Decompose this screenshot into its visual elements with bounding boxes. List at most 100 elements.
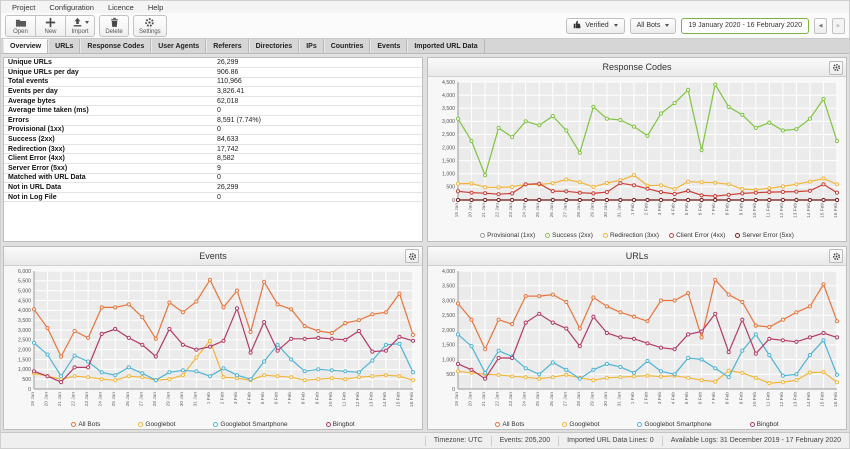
legend-item-success-2xx-[interactable]: Success (2xx) [545, 232, 593, 239]
delete-button[interactable]: Delete [99, 14, 129, 37]
table-row[interactable]: Server Error (5xx) 9 [4, 163, 422, 174]
status-item-0: Timezone: UTC [424, 435, 491, 446]
svg-text:1 Feb: 1 Feb [206, 391, 212, 404]
chevron-down-icon [613, 24, 618, 27]
table-row[interactable]: Matched with URL Data 0 [4, 173, 422, 184]
legend-item-redirection-3xx-[interactable]: Redirection (3xx) [602, 232, 659, 239]
legend-item-googlebot-smartphone[interactable]: Googlebot Smartphone [637, 421, 712, 428]
tab-directories[interactable]: Directories [248, 39, 300, 53]
legend-marker-icon [669, 233, 675, 238]
svg-text:31 Jan: 31 Jan [616, 391, 622, 406]
tab-imported-url-data[interactable]: Imported URL Data [407, 39, 485, 53]
legend-item-googlebot[interactable]: Googlebot [562, 421, 599, 428]
legend-item-all-bots[interactable]: All Bots [495, 421, 524, 428]
svg-text:14 Feb: 14 Feb [382, 391, 388, 406]
svg-text:27 Jan: 27 Jan [562, 391, 568, 406]
events-legend: All Bots Googlebot Googlebot Smartphone Bin… [4, 416, 422, 430]
import-button-label: Import [71, 28, 89, 35]
menu-item-configuration[interactable]: Configuration [49, 2, 94, 12]
table-row[interactable]: Success (2xx) 84,633 [4, 134, 422, 145]
table-row[interactable]: Unique URLs 26,299 [4, 58, 422, 69]
svg-text:22 Jan: 22 Jan [495, 391, 501, 406]
legend-item-server-error-5xx-[interactable]: Server Error (5xx) [735, 232, 794, 239]
tab-events[interactable]: Events [370, 39, 408, 53]
table-row[interactable]: Not in URL Data 26,299 [4, 182, 422, 193]
table-row[interactable]: Redirection (3xx) 17,742 [4, 144, 422, 155]
tab-user-agents[interactable]: User Agents [151, 39, 207, 53]
tab-urls[interactable]: URLs [48, 39, 81, 53]
legend-label: All Bots [78, 420, 101, 428]
table-row[interactable]: Errors 8,591 (7.74%) [4, 115, 422, 126]
svg-text:8 Feb: 8 Feb [725, 203, 731, 216]
svg-text:1,500: 1,500 [442, 342, 455, 348]
date-next-button[interactable]: ▶ [832, 17, 845, 34]
legend-item-all-bots[interactable]: All Bots [71, 421, 100, 428]
svg-text:12 Feb: 12 Feb [779, 203, 785, 218]
legend-item-provisional-1xx-[interactable]: Provisional (1xx) [480, 232, 535, 239]
svg-text:25 Jan: 25 Jan [535, 203, 541, 218]
stat-value: 3,826.41 [213, 86, 422, 97]
settings-button-label: Settings [139, 28, 161, 35]
stat-label: Events per day [4, 86, 213, 97]
tab-overview[interactable]: Overview [3, 39, 49, 53]
svg-text:1 Feb: 1 Feb [630, 203, 636, 216]
legend-item-googlebot[interactable]: Googlebot [138, 421, 175, 428]
chart-settings-button[interactable] [829, 60, 843, 75]
svg-text:21 Jan: 21 Jan [481, 203, 487, 218]
table-row[interactable]: Unique URLs per day 906.86 [4, 67, 422, 78]
legend-item-googlebot-smartphone[interactable]: Googlebot Smartphone [213, 421, 288, 428]
table-row[interactable]: Provisional (1xx) 0 [4, 125, 422, 136]
delete-button-label: Delete [105, 28, 123, 35]
tab-ips[interactable]: IPs [299, 39, 324, 53]
open-button[interactable]: Open [5, 14, 35, 37]
svg-text:2,500: 2,500 [442, 132, 455, 138]
svg-text:5 Feb: 5 Feb [260, 391, 266, 404]
menu-item-help[interactable]: Help [147, 2, 164, 12]
table-row[interactable]: Average bytes 62,018 [4, 96, 422, 107]
bots-filter-dropdown[interactable]: All Bots [629, 17, 677, 34]
svg-text:5 Feb: 5 Feb [684, 203, 690, 216]
stat-label: Not in URL Data [4, 182, 213, 193]
legend-marker-icon [749, 421, 755, 427]
svg-text:3,000: 3,000 [18, 327, 31, 333]
svg-text:19 Jan: 19 Jan [30, 391, 36, 406]
chart-settings-button[interactable] [829, 249, 843, 263]
menu-item-project[interactable]: Project [12, 2, 36, 12]
new-button[interactable]: New [35, 14, 65, 37]
svg-text:7 Feb: 7 Feb [287, 391, 293, 404]
date-range-select[interactable]: 19 January 2020 - 16 February 2020 [681, 17, 809, 34]
table-row[interactable]: Total events 110,966 [4, 77, 422, 88]
legend-item-bingbot[interactable]: Bingbot [749, 421, 779, 428]
table-row[interactable]: Average time taken (ms) 0 [4, 105, 422, 117]
menu-item-licence[interactable]: Licence [107, 2, 134, 12]
svg-text:0: 0 [28, 386, 31, 392]
table-row[interactable]: Client Error (4xx) 8,582 [4, 153, 422, 165]
urls-panel: URLs 0 500 1,000 1,500 2,000 2,500 3,000 3,500 4… [427, 245, 847, 430]
stat-label: Success (2xx) [4, 134, 213, 145]
bots-filter-label: All Bots [636, 22, 661, 29]
tab-referers[interactable]: Referers [206, 39, 249, 53]
date-prev-button[interactable]: ◀ [814, 17, 827, 34]
stat-label: Provisional (1xx) [4, 125, 213, 136]
table-row[interactable]: Events per day 3,826.41 [4, 86, 422, 97]
svg-text:15 Feb: 15 Feb [395, 391, 401, 406]
folder-open-icon [15, 17, 27, 28]
legend-item-bingbot[interactable]: Bingbot [325, 421, 355, 428]
arrow-left-icon: ◀ [818, 22, 823, 29]
import-button[interactable]: Import [65, 14, 95, 37]
tab-bar: Overview URLs Response Codes User Agents Ref… [1, 39, 849, 54]
stat-label: Average bytes [4, 96, 213, 107]
svg-text:30 Jan: 30 Jan [179, 391, 185, 406]
tab-response-codes[interactable]: Response Codes [80, 39, 152, 53]
chart-settings-button[interactable] [405, 249, 419, 263]
import-dropdown-caret[interactable] [84, 20, 89, 24]
stat-value: 0 [213, 173, 422, 184]
legend-marker-icon [562, 421, 568, 427]
stat-value: 9 [213, 163, 422, 174]
legend-item-client-error-4xx-[interactable]: Client Error (4xx) [669, 232, 725, 239]
svg-text:0: 0 [452, 386, 455, 392]
settings-button[interactable]: Settings [133, 14, 167, 37]
table-row[interactable]: Not in Log File 0 [4, 192, 422, 203]
verified-filter-dropdown[interactable]: Verified [566, 17, 625, 34]
tab-countries[interactable]: Countries [323, 39, 371, 53]
